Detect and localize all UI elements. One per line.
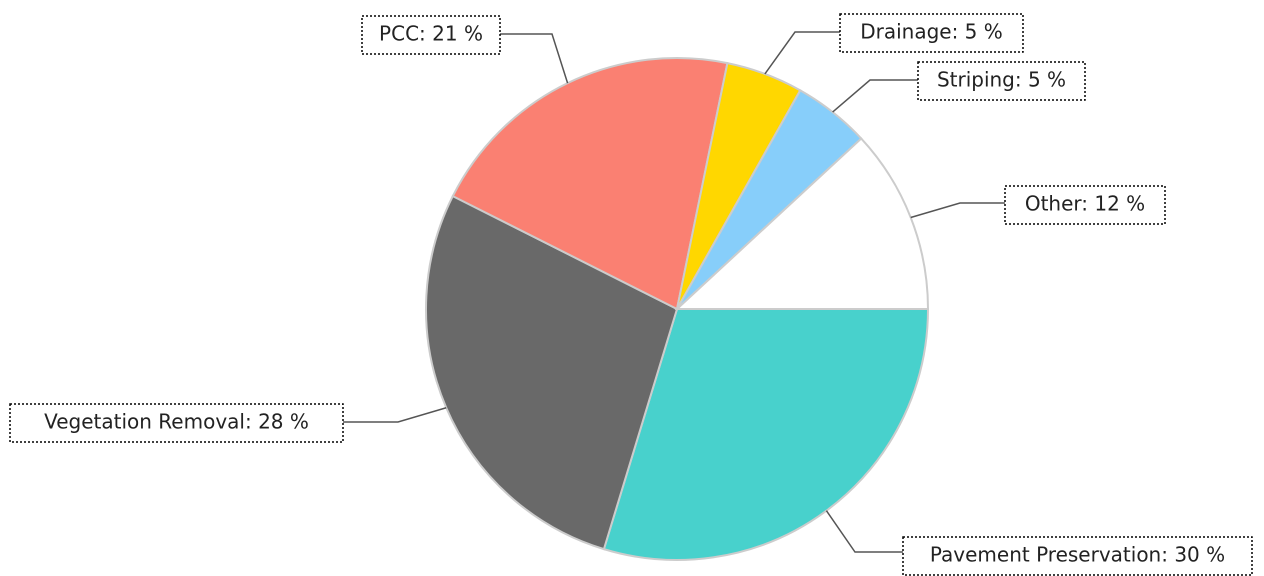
label-box [1004, 185, 1166, 225]
data-label: PCC: 21 % [379, 22, 483, 46]
data-label: Striping: 5 % [937, 68, 1066, 92]
data-label: Vegetation Removal: 28 % [44, 410, 309, 434]
pie-slice [602, 308, 930, 561]
leader-line [910, 202, 1005, 219]
leader-line [832, 79, 918, 113]
data-label: Other: 12 % [1025, 192, 1145, 216]
data-label: Pavement Preservation: 30 % [930, 543, 1225, 567]
data-label: Drainage: 5 % [860, 20, 1003, 44]
label-box [902, 536, 1253, 576]
leader-line [343, 407, 447, 423]
pie-slice [451, 57, 729, 311]
label-box [839, 13, 1024, 53]
leader-line [764, 31, 840, 75]
leader-line [825, 510, 903, 553]
label-box [9, 403, 344, 443]
pie-slice [674, 137, 930, 310]
leader-line [500, 33, 569, 84]
label-box [361, 15, 501, 55]
label-box [917, 61, 1086, 101]
